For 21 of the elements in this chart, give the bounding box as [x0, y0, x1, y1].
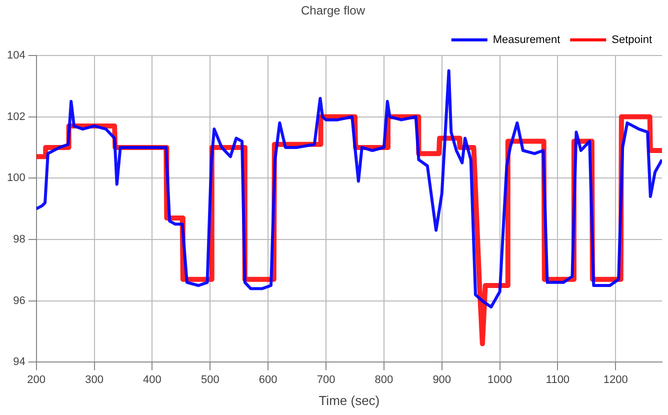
x-tick-label: 600: [258, 374, 278, 386]
x-tick-label: 400: [143, 374, 162, 386]
x-tick-label: 1000: [488, 374, 512, 386]
x-tick-label: 900: [432, 374, 452, 386]
y-tick-label: 104: [6, 49, 26, 62]
y-tick-label: 100: [6, 172, 26, 184]
chart-title: Charge flow: [300, 4, 366, 18]
legend-label: Setpoint: [612, 34, 652, 46]
x-tick-label: 1200: [603, 374, 628, 386]
x-tick-label: 800: [374, 374, 394, 386]
y-tick-label: 98: [13, 234, 26, 246]
x-tick-label: 300: [85, 374, 104, 386]
y-tick-label: 94: [13, 356, 26, 368]
x-tick-label: 1100: [546, 374, 570, 386]
y-tick-label: 96: [13, 294, 26, 307]
x-tick-label: 700: [316, 374, 336, 386]
x-tick-label: 200: [27, 374, 46, 386]
x-tick-label: 500: [200, 374, 220, 386]
x-axis-title: Time (sec): [318, 392, 380, 408]
legend-label: Measurement: [492, 34, 560, 46]
y-tick-label: 102: [6, 110, 26, 123]
